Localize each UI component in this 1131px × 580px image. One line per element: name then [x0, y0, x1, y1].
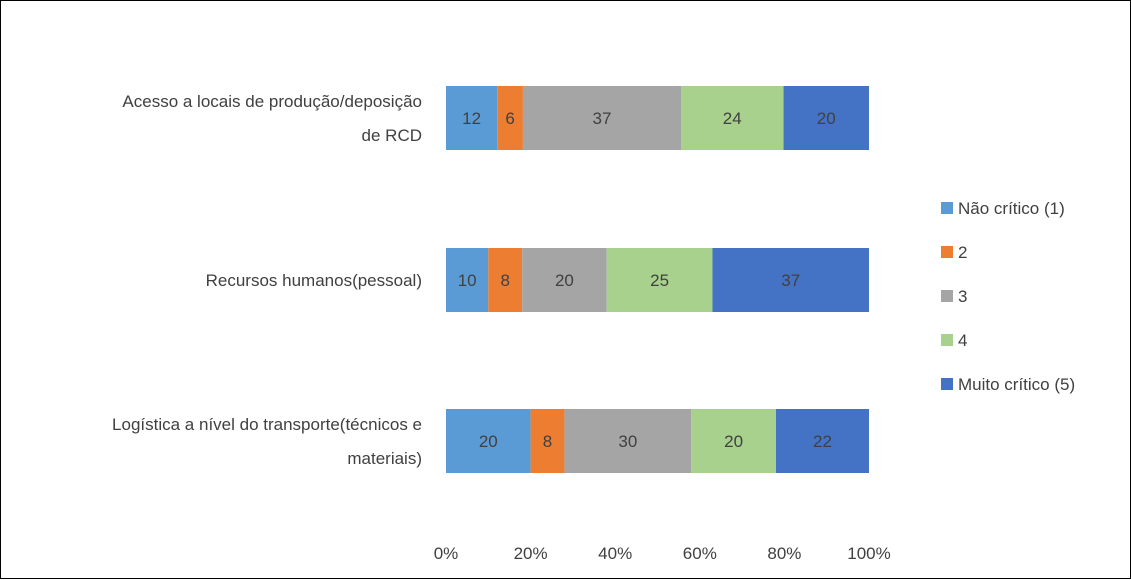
category-label: materiais) — [347, 449, 422, 468]
x-axis-ticks: 0% 20% 40% 60% 80% 100% — [434, 544, 891, 563]
category-label: de RCD — [362, 126, 422, 145]
data-label: 20 — [724, 432, 743, 451]
data-label: 20 — [479, 432, 498, 451]
data-label: 24 — [723, 109, 742, 128]
legend-swatch — [941, 334, 953, 346]
data-label: 10 — [458, 271, 477, 290]
data-label: 37 — [781, 271, 800, 290]
data-label: 8 — [543, 432, 552, 451]
category-label: Recursos humanos(pessoal) — [206, 271, 422, 290]
legend-label: Muito crítico (5) — [958, 375, 1075, 394]
legend-swatch — [941, 202, 953, 214]
data-label: 12 — [462, 109, 481, 128]
data-label: 20 — [817, 109, 836, 128]
category-label: Acesso a locais de produção/deposição — [122, 92, 422, 111]
category-labels: Acesso a locais de produção/deposição de … — [112, 92, 422, 468]
legend-swatch — [941, 290, 953, 302]
legend-label: 4 — [958, 331, 967, 350]
category-label: Logística a nível do transporte(técnicos… — [112, 415, 422, 434]
legend: Não crítico (1) 2 3 4 Muito crítico (5) — [941, 199, 1075, 394]
x-tick-label: 40% — [598, 544, 632, 563]
data-label: 25 — [650, 271, 669, 290]
legend-swatch — [941, 246, 953, 258]
data-label: 37 — [592, 109, 611, 128]
bars: 12 6 37 24 20 10 8 20 25 37 20 8 30 20 22 — [446, 86, 869, 473]
data-label: 20 — [555, 271, 574, 290]
data-label: 22 — [813, 432, 832, 451]
legend-label: 3 — [958, 287, 967, 306]
legend-label: Não crítico (1) — [958, 199, 1065, 218]
data-label: 8 — [500, 271, 509, 290]
x-tick-label: 100% — [847, 544, 890, 563]
legend-label: 2 — [958, 243, 967, 262]
x-tick-label: 0% — [434, 544, 459, 563]
data-label: 6 — [505, 109, 514, 128]
x-tick-label: 60% — [683, 544, 717, 563]
data-label: 30 — [618, 432, 637, 451]
x-tick-label: 20% — [514, 544, 548, 563]
x-tick-label: 80% — [767, 544, 801, 563]
legend-swatch — [941, 378, 953, 390]
